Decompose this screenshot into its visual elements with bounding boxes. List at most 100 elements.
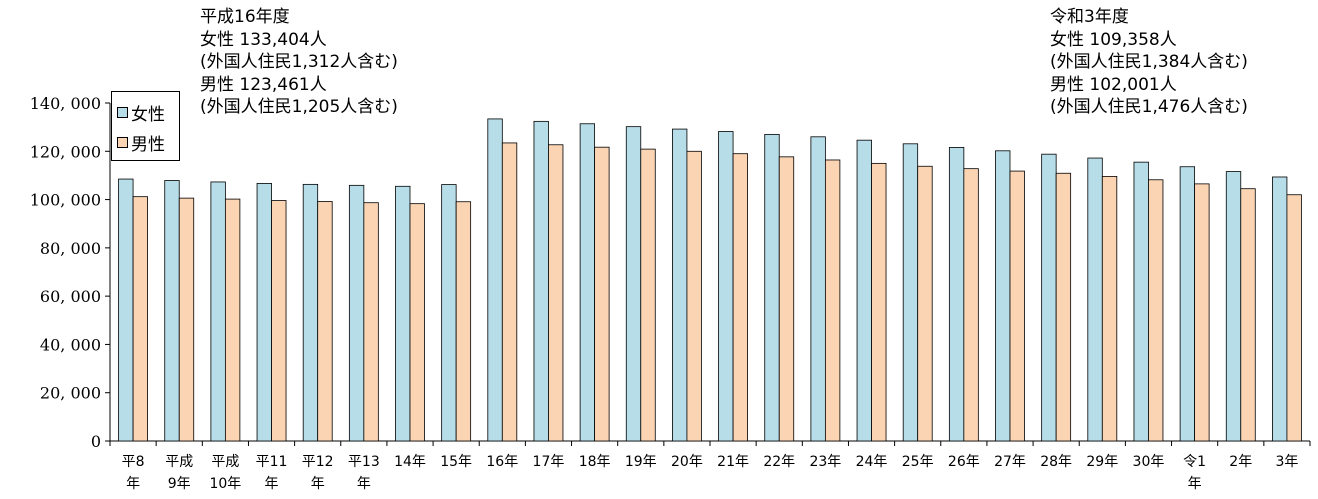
- x-tick-label: 19年: [625, 454, 657, 470]
- x-tick-label: 平11 年: [256, 454, 288, 492]
- bar-female: [810, 136, 826, 442]
- x-tick-label: 30年: [1133, 454, 1165, 470]
- legend-label-female: 女性: [131, 104, 165, 125]
- x-tick-label: 令1 年: [1183, 454, 1206, 492]
- y-tick-label: 40, 000: [40, 335, 101, 354]
- annotation-reiwa3-male-foreign: (外国人住民1,476人含む): [1050, 97, 1248, 117]
- bar-female: [672, 128, 688, 442]
- annotation-heisei16-male: 男性 123,461人: [200, 74, 327, 95]
- bar-female: [256, 182, 272, 442]
- axes: 0 20, 000 40, 000 60, 000 80, 000 100, 000 120…: [30, 94, 1311, 451]
- bar-female: [533, 120, 549, 442]
- bar-female: [118, 178, 134, 442]
- bar-female: [395, 185, 411, 442]
- bar-male: [963, 168, 979, 442]
- x-tick-label: 平成 9年: [165, 454, 193, 492]
- x-tick-label: 3年: [1275, 454, 1298, 470]
- y-tick-label: 60, 000: [40, 287, 101, 306]
- x-tick-label: 28年: [1040, 454, 1072, 470]
- bar-female: [856, 139, 872, 442]
- annotation-heisei16-male-foreign: (外国人住民1,205人含む): [200, 97, 398, 117]
- bar-female: [164, 180, 180, 442]
- bar-male: [1055, 172, 1072, 442]
- legend-item-female: 女性: [117, 100, 165, 125]
- x-tick-label: 15年: [440, 454, 472, 470]
- bar-male: [455, 201, 472, 442]
- x-tick-label: 平12 年: [302, 454, 334, 492]
- bar-male: [824, 159, 841, 442]
- bar-male: [317, 201, 333, 442]
- annotation-reiwa3-female: 女性 109,358人: [1050, 29, 1177, 50]
- bar-male: [178, 197, 195, 442]
- bar-male: [1240, 188, 1256, 442]
- bar-female: [579, 123, 596, 442]
- bar-female: [487, 118, 503, 442]
- x-tick-label: 27年: [994, 454, 1026, 470]
- y-tick-label: 0: [91, 432, 101, 451]
- annotation-heisei16-female: 女性 133,404人: [200, 29, 327, 50]
- x-tick-label: 平8 年: [122, 454, 145, 492]
- bar-female: [718, 131, 734, 442]
- y-tick-label: 140, 000: [30, 94, 101, 113]
- bar-female: [348, 184, 365, 442]
- annotation-heisei16-female-foreign: (外国人住民1,312人含む): [200, 52, 398, 72]
- x-tick-label: 21年: [717, 454, 749, 470]
- x-tick-label: 22年: [763, 454, 795, 470]
- x-tick-label: 25年: [902, 454, 934, 470]
- bar-male: [594, 146, 610, 442]
- bar-female: [995, 150, 1011, 442]
- bar-female: [1087, 157, 1103, 442]
- legend-swatch-female: [117, 106, 128, 118]
- x-tick-label: 17年: [533, 454, 565, 470]
- annotation-reiwa3: 令和3年度 女性 109,358人 (外国人住民1,384人含む) 男性 102…: [1050, 6, 1248, 119]
- bar-female: [948, 147, 965, 442]
- bar-female: [1133, 161, 1149, 442]
- bar-male: [732, 153, 748, 442]
- annotation-heisei16: 平成16年度 女性 133,404人 (外国人住民1,312人含む) 男性 12…: [200, 6, 398, 119]
- bars: [118, 118, 1302, 442]
- x-tick-label: 平成 10年: [209, 454, 241, 492]
- y-tick-label: 100, 000: [30, 191, 101, 210]
- bar-male: [1194, 183, 1210, 442]
- annotation-reiwa3-male: 男性 102,001人: [1050, 74, 1177, 95]
- bar-male: [548, 144, 564, 442]
- annotation-reiwa3-female-foreign: (外国人住民1,384人含む): [1050, 52, 1248, 72]
- bar-male: [501, 142, 518, 442]
- bar-female: [1041, 153, 1057, 442]
- annotation-reiwa3-title: 令和3年度: [1050, 7, 1129, 27]
- bar-male: [1286, 194, 1302, 442]
- x-tick-label: 24年: [856, 454, 888, 470]
- bar-male: [1009, 170, 1025, 442]
- y-tick-label: 120, 000: [30, 142, 101, 161]
- x-tick-label: 16年: [486, 454, 518, 470]
- x-tick-label: 20年: [671, 454, 703, 470]
- x-tick-label: 29年: [1086, 454, 1118, 470]
- bar-male: [409, 203, 425, 442]
- bar-male: [640, 148, 656, 442]
- bar-male: [778, 156, 795, 442]
- x-tick-label: 23年: [809, 454, 841, 470]
- legend: 女性 男性: [111, 91, 180, 161]
- x-tick-label: 平13 年: [348, 454, 380, 492]
- legend-swatch-male: [117, 136, 128, 148]
- annotation-heisei16-title: 平成16年度: [200, 7, 290, 27]
- bar-female: [210, 181, 226, 442]
- bar-female: [1272, 176, 1288, 442]
- bar-female: [902, 143, 919, 442]
- bar-male: [1101, 175, 1118, 442]
- bar-male: [871, 162, 887, 442]
- bar-male: [363, 202, 379, 442]
- bar-female: [764, 133, 780, 442]
- y-tick-label: 80, 000: [40, 239, 101, 258]
- bar-male: [1148, 179, 1164, 442]
- legend-item-male: 男性: [117, 130, 165, 155]
- legend-label-male: 男性: [131, 134, 165, 155]
- bar-male: [132, 196, 148, 442]
- y-tick-label: 20, 000: [40, 384, 101, 403]
- x-tick-label: 18年: [579, 454, 611, 470]
- bar-male: [271, 200, 287, 442]
- x-tick-label: 2年: [1229, 454, 1252, 470]
- x-tick-label: 14年: [394, 454, 426, 470]
- bar-female: [1225, 171, 1242, 442]
